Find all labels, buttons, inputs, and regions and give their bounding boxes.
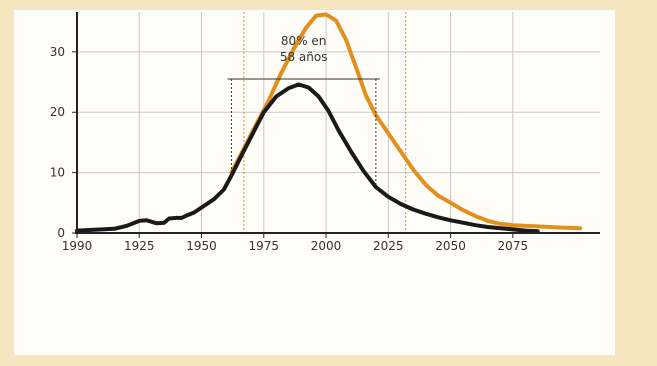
series-line-black xyxy=(75,82,540,234)
x-tick-label: 1950 xyxy=(186,239,217,253)
x-tick-label: 1925 xyxy=(124,239,155,253)
annotation-text-line: 58 años xyxy=(280,50,328,64)
x-tick-label: 2075 xyxy=(498,239,529,253)
x-tick-label: 2025 xyxy=(373,239,404,253)
y-tick-label: 20 xyxy=(50,105,65,119)
x-tick-label: 2050 xyxy=(435,239,466,253)
vertical-markers xyxy=(243,12,407,233)
annotation-text-line: 80% en xyxy=(281,34,326,48)
y-tick-label: 0 xyxy=(57,226,65,240)
x-tick-label: 2000 xyxy=(311,239,342,253)
y-tick-label: 30 xyxy=(50,45,65,59)
axes: 0 10 20 30 1990 1925 1950 1975 2000 2025 2050 2075 xyxy=(50,12,600,253)
series-layer xyxy=(75,12,583,234)
grid xyxy=(77,12,600,233)
x-tick-label: 1990 xyxy=(62,239,93,253)
x-tick-label: 1975 xyxy=(249,239,280,253)
series-line-orange xyxy=(229,12,583,231)
annotation: 80% en 58 años xyxy=(227,34,380,188)
y-tick-label: 10 xyxy=(50,166,65,180)
chart-panel xyxy=(14,10,615,355)
